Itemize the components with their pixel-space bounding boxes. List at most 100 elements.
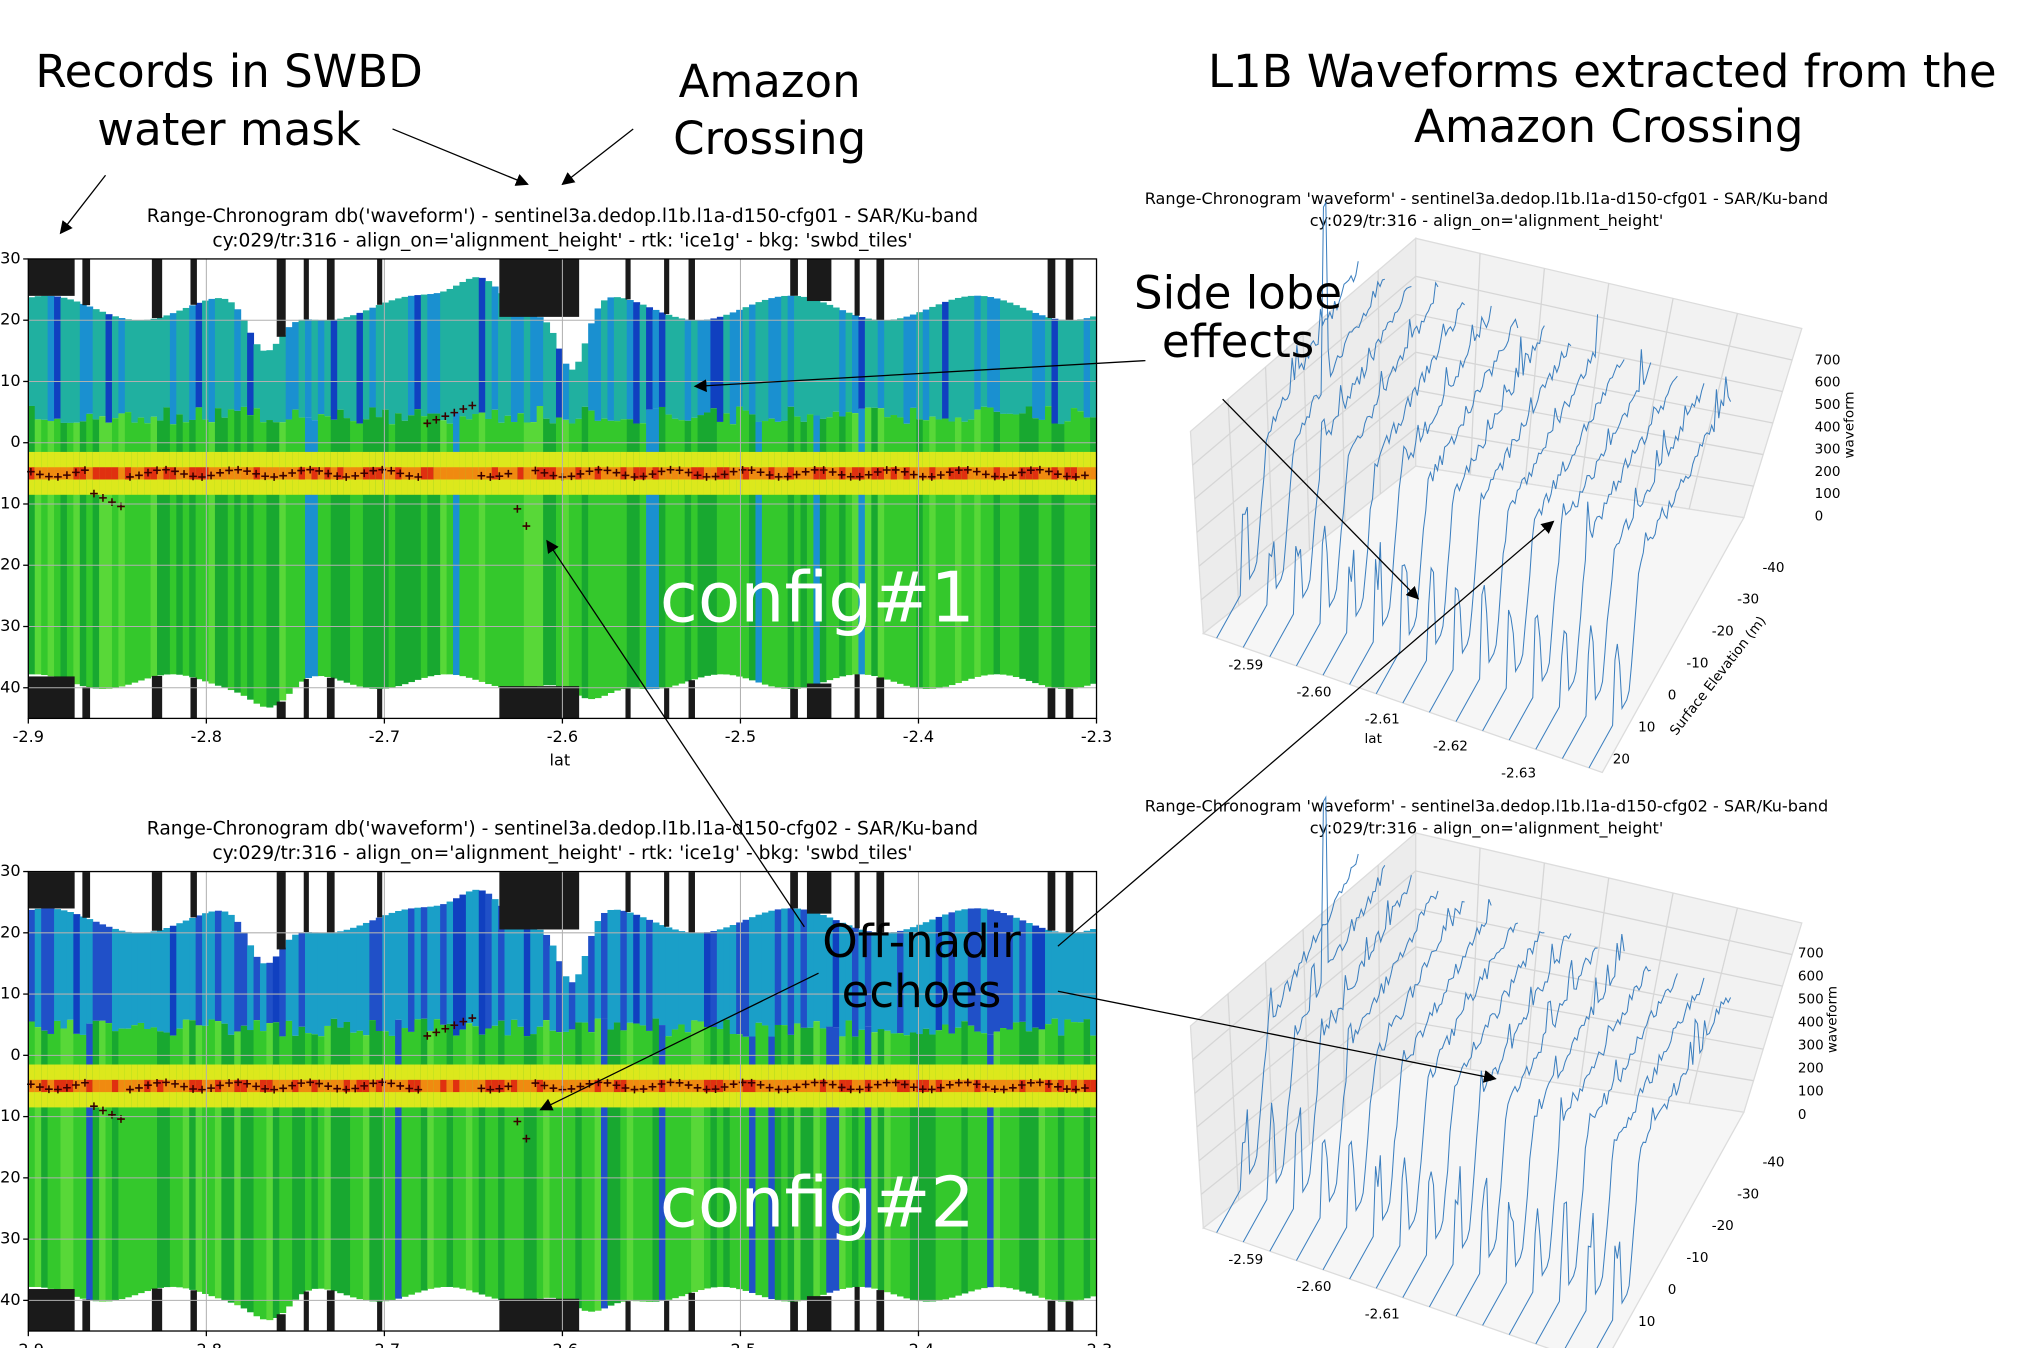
heat-cell: [556, 961, 563, 1032]
heat-cell: [331, 932, 338, 1019]
mask-stripe: [664, 688, 669, 719]
heat-cell: [981, 296, 988, 407]
heat-cell: [144, 932, 151, 1029]
heat-cell: [1064, 1080, 1071, 1092]
mask-stripe: [807, 872, 831, 914]
heat-cell: [923, 467, 930, 479]
heat-cell: [260, 351, 267, 423]
heat-cell: [607, 297, 614, 420]
heat-cell: [1058, 1080, 1065, 1092]
heat-cell: [344, 317, 351, 418]
heat-cell: [672, 317, 679, 419]
heat-cell: [492, 287, 499, 410]
heat-cell: [1077, 1022, 1084, 1300]
heat-cell: [215, 1021, 222, 1298]
heat-cell: [685, 932, 692, 1032]
z-tick-label: 500: [1815, 397, 1841, 413]
heat-cell: [614, 910, 621, 1023]
heat-cell: [67, 467, 74, 479]
heat-cell: [402, 297, 409, 421]
heat-cell: [241, 320, 248, 407]
heat-cell: [157, 317, 164, 420]
heat-cell: [543, 935, 550, 1020]
mask-stripe: [304, 1291, 309, 1331]
mask-stripe: [327, 872, 335, 933]
heat-cell: [659, 1080, 666, 1092]
mask-stripe: [82, 872, 90, 918]
heat-cell: [1064, 933, 1071, 1020]
heat-cell: [627, 300, 634, 419]
heat-cell: [35, 296, 42, 419]
heat-cell: [505, 300, 512, 416]
heat-cell: [897, 1080, 904, 1092]
heat-cell: [266, 350, 273, 420]
x-tick-label: -2.8: [191, 727, 222, 746]
z-tick-label: 100: [1798, 1084, 1824, 1100]
heat-cell: [923, 1080, 930, 1092]
heat-cell: [408, 908, 415, 1032]
heat-cell: [788, 467, 795, 479]
heat-cell: [247, 945, 254, 1030]
heat-cell: [472, 890, 479, 1026]
heat-cell: [125, 932, 132, 1029]
surface3d-panel: Range-Chronogram 'waveform' - sentinel3a…: [1145, 797, 1841, 1348]
heat-cell: [131, 933, 138, 1026]
heat-cell: [582, 956, 589, 1023]
heat-cell: [794, 1080, 801, 1092]
heat-cell: [176, 311, 183, 415]
heat-cell: [646, 920, 653, 1031]
heat-cell: [653, 310, 660, 409]
mask-stripe: [377, 259, 382, 305]
heat-cell: [215, 298, 222, 408]
heat-cell: [472, 277, 479, 414]
heat-cell: [833, 308, 840, 412]
heat-cell: [1064, 1019, 1071, 1301]
heat-cell: [389, 300, 396, 424]
heat-cell: [447, 902, 454, 1024]
heat-cell: [794, 467, 801, 479]
x-tick-label: -2.61: [1365, 712, 1400, 728]
heat-cell: [723, 315, 730, 414]
heat-cell: [299, 467, 306, 479]
x-tick-label: -2.4: [903, 1340, 934, 1348]
mask-stripe: [1048, 259, 1056, 318]
mask-stripe: [790, 689, 798, 719]
heat-cell: [73, 467, 80, 479]
heat-cell: [710, 931, 717, 1027]
x-tick-label: -2.59: [1228, 658, 1263, 674]
heat-cell: [691, 320, 698, 418]
heat-cell: [228, 302, 235, 409]
heat-cell: [254, 344, 261, 408]
heat-cell: [344, 930, 351, 1022]
heat-cell: [1084, 1019, 1091, 1298]
heat-cell: [163, 407, 170, 674]
heat-cell: [1077, 319, 1084, 411]
heat-cell: [73, 914, 80, 1034]
heat-cell: [434, 293, 441, 413]
heat-cell: [382, 410, 389, 689]
heat-cell: [138, 933, 145, 1023]
mask-stripe: [625, 259, 630, 299]
heat-cell: [678, 931, 685, 1024]
heat-cell: [183, 1020, 190, 1289]
heat-cell: [434, 1080, 441, 1092]
heat-cell: [273, 344, 280, 422]
heat-cell: [807, 911, 814, 1028]
heat-cell: [447, 289, 454, 424]
heat-cell: [183, 921, 190, 1020]
heat-cell: [189, 1020, 196, 1290]
y-tick-label: -10: [0, 1106, 21, 1125]
x-tick-label: -2.4: [903, 727, 934, 746]
heat-cell: [151, 319, 158, 417]
heat-cell: [221, 912, 228, 1024]
heat-cell: [67, 1080, 74, 1092]
heat-cell: [41, 467, 48, 479]
annotation: config#2: [660, 1162, 975, 1243]
y-tick-label: 20: [1613, 751, 1630, 767]
heat-cell: [704, 932, 711, 1027]
z-tick-label: 100: [1815, 486, 1841, 502]
heat-cell: [118, 931, 125, 1029]
mask-stripe: [152, 872, 162, 931]
y-tick-label: -40: [0, 677, 21, 696]
heat-cell: [923, 310, 930, 421]
